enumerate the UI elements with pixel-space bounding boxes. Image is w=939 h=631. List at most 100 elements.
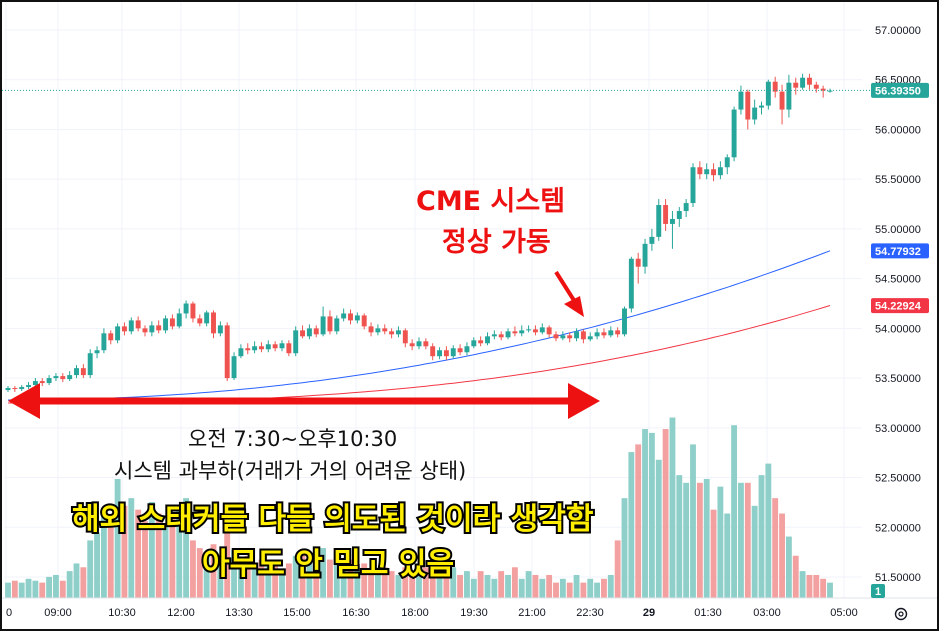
settings-gear-icon[interactable]: [891, 604, 911, 624]
candle: [354, 312, 360, 324]
candle-body: [80, 368, 86, 376]
candle: [74, 365, 79, 379]
candle-body: [19, 387, 25, 390]
volume-bar: [162, 525, 169, 598]
volume-bar: [190, 540, 196, 598]
candle-body: [94, 350, 100, 354]
candle-body: [806, 77, 812, 85]
candle-body: [793, 82, 799, 88]
candle: [745, 89, 751, 130]
volume-bar: [361, 563, 368, 598]
candle: [286, 340, 292, 357]
volume-bar: [580, 582, 587, 598]
volume-bar: [683, 482, 690, 598]
candle: [649, 228, 655, 251]
candle-body: [786, 82, 792, 110]
volume-bar: [66, 571, 73, 598]
candle-body: [478, 340, 484, 344]
volume-bar: [738, 482, 744, 598]
volume-bar: [662, 429, 669, 598]
candle: [204, 310, 210, 327]
volume-bar: [429, 563, 436, 598]
yellow-caption-line1: 해외 스태커들 다들 의도된 것이라 생각함: [72, 502, 594, 537]
candle-body: [197, 318, 203, 324]
candle: [389, 328, 395, 339]
volume-bar: [648, 432, 655, 598]
candle-body: [532, 329, 538, 333]
candle-body: [224, 325, 230, 379]
time-tick-label: 0: [6, 607, 12, 619]
candle: [231, 352, 237, 381]
candle: [224, 322, 230, 382]
volume-bar: [142, 521, 148, 598]
volume-bar: [696, 482, 703, 598]
candle-body: [39, 381, 45, 384]
volume-bar: [553, 582, 559, 598]
candle: [149, 321, 155, 337]
candle-body: [430, 346, 436, 357]
candle-body: [395, 330, 401, 335]
candle-body: [163, 318, 169, 331]
candle: [622, 306, 627, 337]
volume-bar: [628, 452, 635, 598]
volume-bar: [717, 486, 724, 598]
candle-body: [382, 328, 388, 332]
candle-body: [580, 331, 586, 340]
volume-bar: [292, 555, 299, 598]
candle: [142, 325, 148, 337]
volume-bar: [827, 582, 833, 598]
candle-body: [354, 315, 360, 321]
candle: [772, 76, 778, 98]
volume-bar: [505, 574, 511, 598]
candle-body: [649, 236, 655, 244]
candle-body: [628, 258, 634, 309]
candle: [512, 326, 518, 337]
volume-bar: [155, 513, 162, 598]
candle: [690, 163, 696, 208]
candle: [608, 326, 614, 338]
price-tick-label: 55.00000: [875, 224, 921, 236]
candle: [190, 301, 196, 323]
candle: [101, 328, 107, 354]
candle: [800, 73, 806, 90]
time-axis[interactable]: 0 09:00 10:30 12:00 13:30 15:00 16:30 18:00 19:3…: [2, 597, 937, 619]
volume-bar: [402, 567, 409, 598]
cme-annotation-line1: CME 시스템: [416, 186, 565, 217]
candle-body: [46, 378, 52, 384]
candle-body: [704, 169, 710, 175]
volume-bar: [320, 548, 327, 598]
candle-body: [67, 375, 73, 380]
volume-bar: [566, 582, 573, 598]
candle: [341, 308, 347, 322]
candle-body: [772, 81, 778, 92]
volume-bar: [59, 580, 66, 598]
candle: [676, 207, 682, 227]
candle: [567, 332, 573, 343]
volume-bar: [237, 559, 244, 598]
candle: [26, 382, 32, 390]
volume-bar: [792, 555, 799, 598]
candle: [265, 340, 271, 353]
time-tick-label: 10:30: [108, 607, 136, 619]
volume-bar: [422, 567, 429, 598]
candle-body: [738, 91, 744, 110]
candle-body: [313, 328, 319, 335]
candle-body: [800, 77, 806, 88]
volume-bar: [546, 574, 553, 598]
svg-text:1: 1: [875, 586, 881, 598]
candle-body: [348, 313, 353, 321]
volume-bar: [573, 574, 580, 598]
candle-body: [745, 91, 751, 120]
candle-body: [5, 388, 11, 391]
candle-body: [252, 346, 258, 351]
candle-body: [402, 330, 408, 344]
candle: [471, 337, 477, 349]
candle-body: [53, 376, 59, 379]
candle: [60, 373, 66, 383]
candle: [252, 341, 258, 354]
candlesticks: [5, 73, 833, 393]
candle-body: [341, 313, 347, 319]
candle: [711, 163, 717, 182]
volume-bar: [73, 563, 80, 598]
